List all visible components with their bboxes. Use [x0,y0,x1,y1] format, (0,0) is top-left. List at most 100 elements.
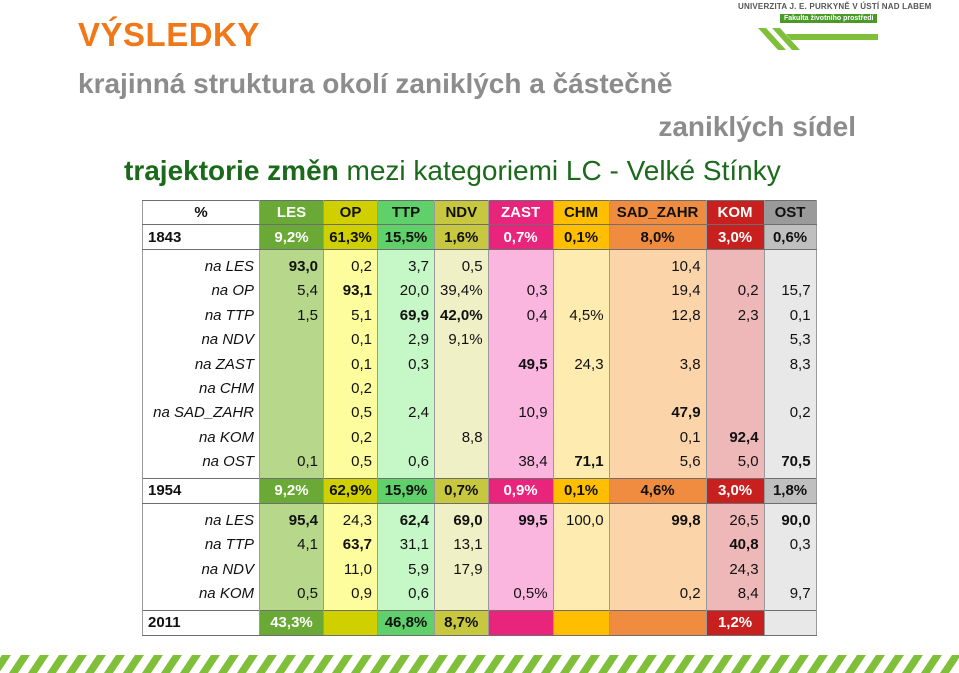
value-cell [259,556,324,582]
stripe-mark [446,655,467,673]
value-cell: 0,2 [705,278,765,304]
page-heading: VÝSLEDKY [78,16,260,53]
table-spacer [142,605,817,611]
stripe-mark [237,655,258,673]
stripe-mark [28,655,49,673]
logo-faculty-name: Fakulta životního prostředí [780,14,878,23]
value-cell: 0,4 [487,303,554,328]
value-cell [487,254,554,279]
value-cell: 3,8 [608,351,707,377]
table-row-1954: 1954 9,2% 62,9% 15,9% 0,7% 0,9% 0,1% 4,6% 3,0% 1,… [142,478,817,504]
value-cell: 31,1 [377,532,435,557]
stripe-mark [313,655,334,673]
subtitle-line-2: zaniklých sídel [658,111,856,142]
year-cell: 1,6% [434,224,489,250]
spacer-cell [763,503,817,509]
value-cell: 0,2 [608,581,707,606]
header-cell-sad_zahr: SAD_ZAHR [608,199,707,226]
year-cell: 0,1% [552,478,610,504]
value-cell [377,425,435,450]
year-cell: 46,8% [377,610,435,636]
value-cell [434,376,489,401]
year-cell: 61,3% [323,224,378,250]
value-cell: 5,3 [763,327,817,352]
value-cell: 2,3 [705,303,765,328]
stripe-mark [617,655,638,673]
trajectory-title: trajektorie změn mezi kategoriemi LC - V… [124,155,781,187]
value-cell: 3,7 [377,254,435,279]
value-cell: 9,7 [763,581,817,606]
value-cell: 0,2 [323,254,378,279]
value-cell: 40,8 [705,532,765,557]
value-cell: 1,5 [259,303,324,328]
value-cell [259,400,324,426]
spacer-cell [377,249,435,255]
year-cell: 1,2% [705,610,765,636]
header-cell-ttp: TTP [377,199,435,226]
header-cell-zast: ZAST [487,199,554,226]
stripe-mark [294,655,315,673]
row-label: na LES [142,254,260,279]
row-label: na TTP [142,532,260,557]
stripe-mark [351,655,372,673]
row-label: na SAD_ZAHR [142,400,260,426]
stripe-mark [218,655,239,673]
value-cell: 100,0 [552,508,610,533]
value-cell: 5,1 [323,303,378,328]
value-cell [487,376,554,401]
stripe-mark [332,655,353,673]
table-row: na ZAST 0,1 0,3 49,5 24,3 3,8 8,3 [142,351,817,377]
header-cell-kom: KOM [705,199,765,226]
value-cell: 0,5 [323,400,378,426]
stripe-mark [788,655,809,673]
table-header-row: % LES OP TTP NDV ZAST CHM SAD_ZAHR KOM OST [142,199,817,226]
spacer-cell [377,473,435,479]
table-row: na LES 93,0 0,2 3,7 0,5 10,4 [142,254,817,279]
value-cell: 13,1 [434,532,489,557]
value-cell: 63,7 [323,532,378,557]
year-cell [763,610,817,636]
row-label: na LES [142,508,260,533]
value-cell [259,425,324,450]
land-cover-trajectory-table: % LES OP TTP NDV ZAST CHM SAD_ZAHR KOM OST 1843 9,… [142,199,817,636]
value-cell: 0,1 [323,327,378,352]
logo-stripes-icon [758,28,878,50]
year-cell: 62,9% [323,478,378,504]
value-cell: 19,4 [608,278,707,304]
value-cell: 49,5 [487,351,554,377]
stripe-mark [560,655,581,673]
value-cell: 69,9 [377,303,435,328]
year-cell: 15,9% [377,478,435,504]
value-cell [552,400,610,426]
value-cell: 8,3 [763,351,817,377]
value-cell: 0,1 [608,425,707,450]
value-cell: 0,6 [377,581,435,606]
table-block-1843: na LES 93,0 0,2 3,7 0,5 10,4 na OP 5,4 93,1 20,0 3… [142,249,817,479]
stripe-mark [275,655,296,673]
year-cell: 9,2% [259,224,324,250]
value-cell [552,425,610,450]
value-cell [608,556,707,582]
year-cell: 15,5% [377,224,435,250]
value-cell: 0,5% [487,581,554,606]
year-cell: 8,0% [608,224,707,250]
value-cell [552,581,610,606]
year-cell: 0,7% [434,478,489,504]
table-row-2011: 2011 43,3% 46,8% 8,7% 1,2% [142,610,817,636]
stripe-mark [9,655,30,673]
value-cell: 62,4 [377,508,435,533]
year-cell [608,610,707,636]
year-cell: 1843 [142,224,260,250]
value-cell: 0,1 [763,303,817,328]
table-block-1954: na LES 95,4 24,3 62,4 69,0 99,5 100,0 99,8 26,5 9… [142,503,817,611]
university-logo: UNIVERZITA J. E. PURKYNĚ V ÚSTÍ NAD LABE… [728,0,931,52]
value-cell [552,327,610,352]
value-cell [487,327,554,352]
table-row: na KOM 0,5 0,9 0,6 0,5% 0,2 8,4 9,7 [142,581,817,606]
value-cell [552,532,610,557]
year-cell: 1,8% [763,478,817,504]
table-spacer [142,503,817,509]
value-cell [763,556,817,582]
year-cell: 4,6% [608,478,707,504]
table-row: na NDV 11,0 5,9 17,9 24,3 [142,556,817,582]
